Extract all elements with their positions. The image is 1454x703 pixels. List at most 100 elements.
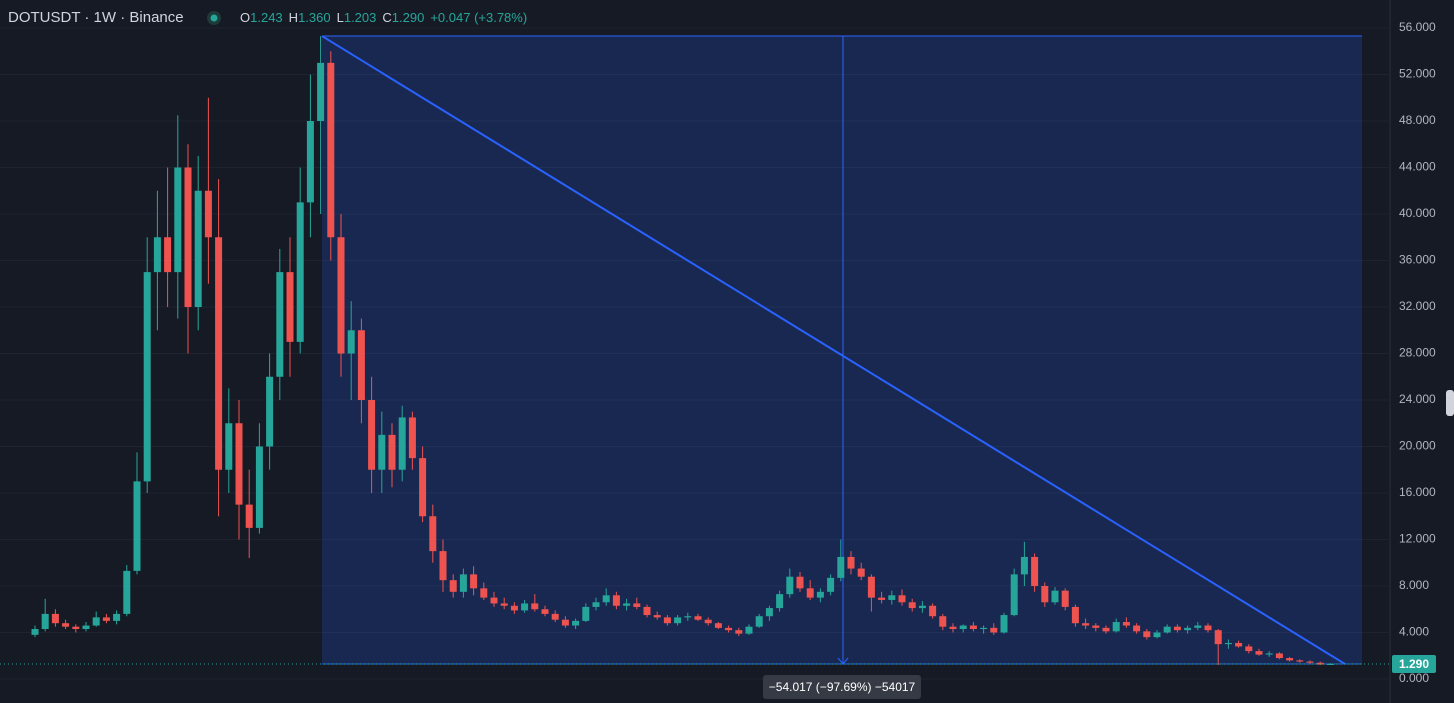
- candle-body: [327, 62, 335, 238]
- candle-body: [888, 595, 896, 600]
- candle-body: [623, 603, 631, 606]
- ohlc-key: O: [240, 10, 250, 25]
- candle-body: [531, 603, 539, 610]
- y-tick-label: 24.000: [1399, 392, 1436, 406]
- measure-label-box: [763, 675, 921, 699]
- y-tick-label: 48.000: [1399, 113, 1436, 127]
- candle-body: [867, 576, 875, 598]
- candle-body: [1082, 623, 1090, 626]
- candle-body: [633, 603, 641, 607]
- candle-body: [857, 568, 865, 577]
- candle-body: [1224, 642, 1232, 645]
- candle-body: [806, 588, 814, 598]
- candle-body: [714, 623, 722, 628]
- candle-body: [184, 167, 192, 307]
- candle-body: [990, 627, 998, 633]
- y-tick-label: 12.000: [1399, 532, 1436, 546]
- candle-body: [776, 594, 784, 609]
- candle-body: [153, 237, 161, 273]
- candle-body: [1153, 632, 1161, 638]
- candle-body: [1194, 625, 1202, 628]
- candle-body: [439, 551, 447, 581]
- candle-body: [164, 237, 172, 273]
- candle-body: [1020, 556, 1028, 575]
- candle-body: [1214, 630, 1222, 645]
- candle-body: [388, 434, 396, 470]
- candle-body: [1122, 622, 1130, 626]
- candle-body: [1061, 590, 1069, 607]
- candle-body: [959, 625, 967, 630]
- candle-body: [898, 595, 906, 603]
- candle-body: [1306, 661, 1314, 663]
- candle-body: [939, 616, 947, 627]
- candle-body: [174, 167, 182, 273]
- candle-body: [816, 591, 824, 598]
- change: +0.047 (+3.78%): [430, 10, 527, 25]
- y-tick-label: 8.000: [1399, 578, 1429, 592]
- candle-body: [663, 617, 671, 624]
- candle-body: [551, 613, 559, 620]
- candle-body: [1255, 651, 1263, 655]
- y-tick-label: 44.000: [1399, 160, 1436, 174]
- candle-body: [31, 629, 39, 635]
- candle-body: [755, 616, 763, 627]
- candle-body: [215, 237, 223, 470]
- candle-body: [786, 576, 794, 595]
- candle-body: [643, 606, 651, 616]
- y-tick-label: 40.000: [1399, 206, 1436, 220]
- y-tick-label: 20.000: [1399, 439, 1436, 453]
- candle-body: [286, 272, 294, 342]
- candle-body: [1041, 586, 1049, 603]
- scroll-button[interactable]: [1446, 390, 1454, 416]
- candle-body: [123, 570, 131, 614]
- candle-body: [204, 190, 212, 238]
- candle-body: [490, 597, 498, 604]
- candle-body: [1000, 615, 1008, 633]
- candle-body: [1184, 627, 1192, 631]
- candle-body: [398, 417, 406, 470]
- y-tick-label: 32.000: [1399, 299, 1436, 313]
- symbol: DOTUSDT · 1W · Binance: [8, 9, 184, 26]
- candle-body: [541, 609, 549, 614]
- candle-body: [1265, 653, 1273, 655]
- candle-body: [561, 619, 569, 626]
- candle-body: [1102, 627, 1110, 632]
- candle-body: [1204, 625, 1212, 631]
- candle-body: [1235, 642, 1243, 647]
- candle-body: [1286, 658, 1294, 661]
- candle-body: [1092, 625, 1100, 628]
- candle-body: [266, 376, 274, 447]
- candle-body: [470, 574, 478, 589]
- candle-body: [337, 237, 345, 354]
- arrow-head: [837, 657, 849, 665]
- y-tick-label: 52.000: [1399, 67, 1436, 81]
- grid: [0, 27, 1390, 680]
- candle-body: [1051, 590, 1059, 603]
- candle-body: [1143, 631, 1151, 638]
- y-tick-label: 4.000: [1399, 625, 1429, 639]
- candle-body: [572, 620, 580, 626]
- ohlc-value: 1.290: [392, 10, 425, 25]
- candle-body: [878, 597, 886, 600]
- candle-body: [1112, 622, 1120, 632]
- candle-body: [969, 625, 977, 630]
- candle-body: [725, 627, 733, 631]
- candle-body: [72, 626, 80, 630]
- candle-body: [796, 576, 804, 589]
- candles: [31, 36, 1334, 666]
- candle-body: [347, 330, 355, 354]
- candle-body: [1326, 664, 1334, 666]
- candle-body: [255, 446, 263, 528]
- candle-body: [235, 423, 243, 505]
- candle-body: [908, 602, 916, 609]
- overlay: 1.290 −54.017 (−97.69%) −54017: [0, 655, 1436, 699]
- candle-body: [82, 625, 90, 630]
- candle-body: [1010, 574, 1018, 616]
- candle-body: [143, 272, 151, 482]
- candle-body: [408, 417, 416, 459]
- candle-body: [113, 613, 121, 621]
- candle-body: [1245, 646, 1253, 652]
- candle-body: [419, 458, 427, 517]
- last-price-tag: [1392, 655, 1436, 674]
